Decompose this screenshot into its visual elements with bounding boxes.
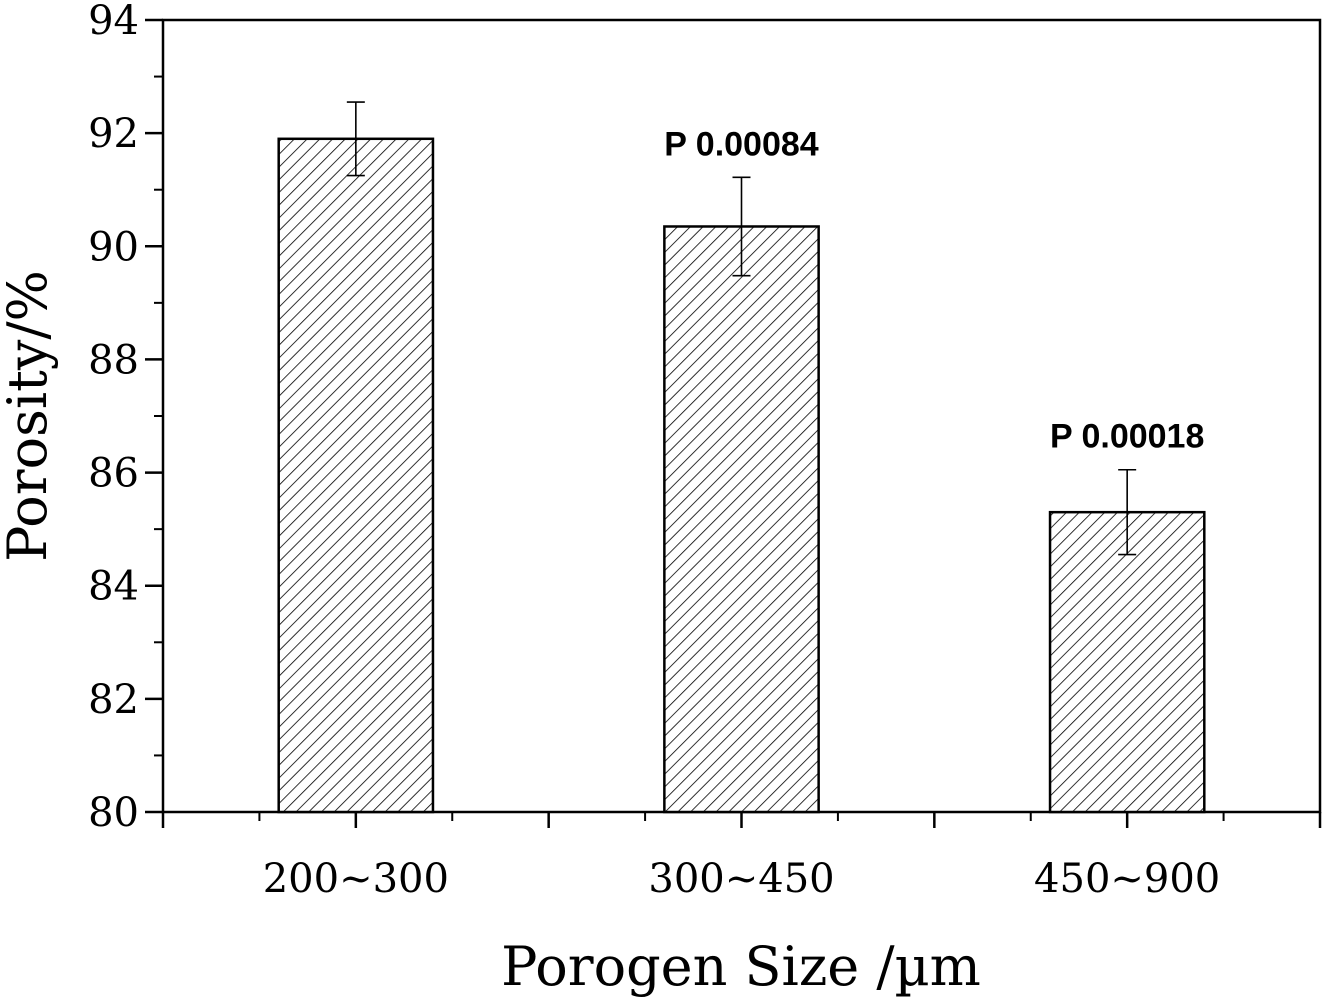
y-axis: 80 82 84 86 88 90 92 94 xyxy=(88,0,163,836)
x-axis-title: Porogen Size /µm xyxy=(501,935,981,998)
bar xyxy=(277,137,435,814)
annotations: P 0.00084 P 0.00018 xyxy=(664,125,1204,455)
p-value-label: P 0.00084 xyxy=(664,125,819,163)
x-tick-label: 200~300 xyxy=(263,856,449,902)
y-tick-label: 84 xyxy=(88,564,139,610)
y-tick-label: 88 xyxy=(88,337,139,383)
bar xyxy=(663,225,820,814)
p-value-label: P 0.00018 xyxy=(1050,418,1204,456)
bar xyxy=(1048,510,1206,814)
y-tick-label: 94 xyxy=(88,0,139,44)
error-bars xyxy=(346,101,1137,556)
x-tick-label: 300~450 xyxy=(648,856,834,902)
x-axis: 200~300 300~450 450~900 xyxy=(161,812,1322,902)
bars xyxy=(277,137,1206,814)
y-tick-label: 90 xyxy=(88,224,139,270)
y-tick-label: 80 xyxy=(88,790,139,836)
x-tick-label: 450~900 xyxy=(1034,856,1220,902)
y-axis-title: Porosity/% xyxy=(0,270,59,562)
y-tick-label: 86 xyxy=(88,451,139,497)
y-tick-label: 92 xyxy=(88,111,139,157)
y-tick-label: 82 xyxy=(88,677,139,723)
